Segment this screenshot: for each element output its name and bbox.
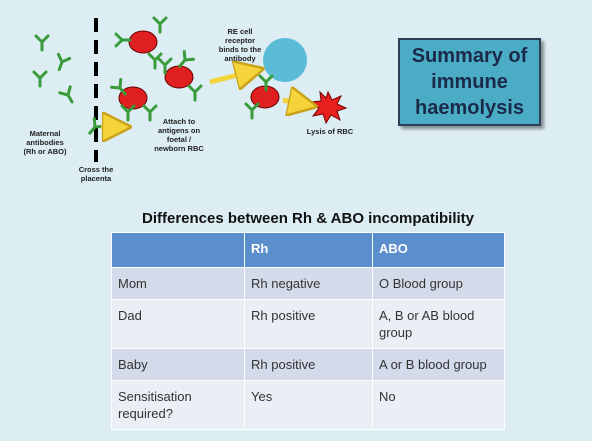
header-cell: ABO <box>372 232 505 268</box>
title-line: immune <box>431 71 508 93</box>
diagram-label: antigens on <box>158 126 201 135</box>
table-cell: O Blood group <box>372 267 505 300</box>
free-antibodies <box>32 34 105 139</box>
comparison-table: Rh ABO Mom Rh negative O Blood group Dad Rh p… <box>111 232 505 430</box>
table-cell: Rh positive <box>244 299 373 349</box>
header-cell: Rh <box>244 232 373 268</box>
diagram-label: (Rh or ABO) <box>23 147 67 156</box>
table-cell: No <box>372 380 505 430</box>
table-title: Differences between Rh & ABO incompatibi… <box>142 210 474 227</box>
table-cell: Baby <box>111 348 245 381</box>
table-row: Mom Rh negative O Blood group <box>111 267 505 300</box>
table-cell: Yes <box>244 380 373 430</box>
diagram-label: placenta <box>81 174 112 183</box>
diagram-label: Lysis of RBC <box>307 127 354 136</box>
diagram-label: antibodies <box>26 138 64 147</box>
table-cell: Mom <box>111 267 245 300</box>
diagram-label: Attach to <box>163 117 196 126</box>
table-row: Sensitisation required? Yes No <box>111 380 505 430</box>
table-cell: A or B blood group <box>372 348 505 381</box>
diagram-label: RE cell <box>227 27 252 36</box>
diagram-label: binds to the <box>219 45 262 54</box>
title-line: haemolysis <box>415 97 524 119</box>
diagram-label: antibody <box>224 54 256 63</box>
table-cell: Rh positive <box>244 348 373 381</box>
arrows <box>101 72 303 127</box>
diagram-label: newborn RBC <box>154 144 204 153</box>
table-cell: Rh negative <box>244 267 373 300</box>
table-row: Dad Rh positive A, B or AB blood group <box>111 299 505 349</box>
rbc-cells <box>110 16 348 125</box>
diagram-label: Maternal <box>30 129 61 138</box>
table-row: Baby Rh positive A or B blood group <box>111 348 505 381</box>
table-cell: A, B or AB blood group <box>372 299 505 349</box>
diagram-label: foetal / <box>167 135 192 144</box>
diagram-label: receptor <box>225 36 255 45</box>
table-cell: Sensitisation required? <box>111 380 245 430</box>
diagram-label: Cross the <box>79 165 114 174</box>
title-line: Summary of <box>411 45 528 67</box>
table-cell: Dad <box>111 299 245 349</box>
header-cell <box>111 232 245 268</box>
title-box: Summary of immune haemolysis <box>398 38 541 126</box>
